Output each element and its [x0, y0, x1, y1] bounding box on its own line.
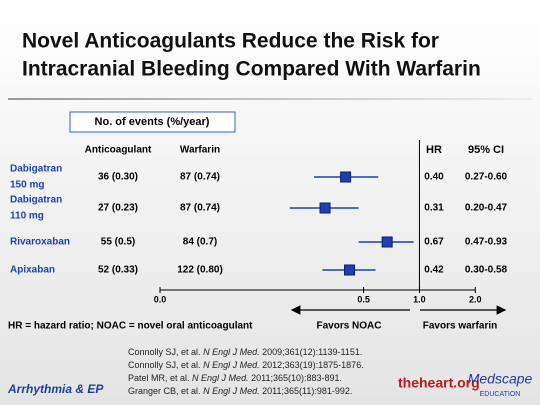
warfarin-events: 84 (0.7): [183, 237, 217, 248]
x-tick-label: 0.5: [357, 294, 370, 304]
favors-right: Favors warfarin: [423, 321, 497, 332]
hr-label: 0.67: [424, 237, 444, 248]
title-line: Novel Anticoagulants Reduce the Risk for: [22, 30, 439, 53]
reference: Connolly SJ, et al. N Engl J Med. 2009;3…: [128, 347, 362, 357]
column-header: 95% CI: [468, 144, 504, 156]
hr-label: 0.40: [424, 172, 444, 183]
x-tick-label: 2.0: [469, 294, 482, 304]
warfarin-events: 87 (0.74): [180, 203, 220, 214]
x-tick-label: 0.0: [154, 294, 167, 304]
reference-journal: N Engl J Med.: [192, 373, 249, 383]
anticoagulant-events: 52 (0.33): [98, 265, 138, 276]
row-label: 110 mg: [10, 211, 44, 222]
hr-marker: [381, 236, 393, 248]
column-header: Warfarin: [180, 145, 220, 156]
reference-details: 2011;365(10):883-891.: [251, 373, 342, 383]
reference: Patel MR, et al. N Engl J Med. 2011;365(…: [128, 373, 342, 383]
reference-authors: Granger CB, et al.: [128, 386, 201, 396]
reference-journal: N Engl J Med.: [203, 386, 260, 396]
ci-label: 0.20-0.47: [465, 203, 508, 214]
reference-details: 2011;365(11):981-992.: [262, 386, 352, 396]
hr-marker: [344, 264, 356, 276]
logo-medscape: Medscape: [468, 371, 533, 387]
reference-authors: Patel MR, et al.: [128, 373, 190, 383]
anticoagulant-events: 36 (0.30): [98, 172, 138, 183]
events-header: No. of events (%/year): [95, 116, 210, 128]
hr-marker: [340, 171, 352, 183]
hr-label: 0.31: [424, 203, 444, 214]
reference-authors: Connolly SJ, et al.: [128, 360, 201, 370]
row-label: Rivaroxaban: [10, 237, 70, 248]
row-label: 150 mg: [10, 180, 44, 191]
logo-left: Arrhythmia & EP: [7, 382, 104, 396]
anticoagulant-events: 27 (0.23): [98, 203, 138, 214]
events-header-box: [69, 111, 236, 133]
reference: Connolly SJ, et al. N Engl J Med. 2012;3…: [128, 360, 364, 370]
logo-heart: theheart.org: [398, 375, 480, 391]
reference: Granger CB, et al. N Engl J Med. 2011;36…: [128, 386, 352, 396]
x-tick-label: 1.0: [413, 294, 426, 304]
logo-medscape-sub: EDUCATION: [480, 391, 521, 398]
reference-journal: N Engl J Med.: [203, 347, 260, 357]
title-rule: [8, 98, 532, 100]
row-label: Dabigatran: [10, 164, 62, 175]
column-header: HR: [426, 144, 442, 156]
favors-left: Favors NOAC: [316, 321, 381, 332]
title-line: Intracranial Bleeding Compared With Warf…: [22, 58, 481, 81]
hr-marker: [319, 202, 331, 214]
hr-label: 0.42: [424, 265, 444, 276]
warfarin-events: 122 (0.80): [177, 265, 223, 276]
ci-label: 0.47-0.93: [465, 237, 508, 248]
reference-authors: Connolly SJ, et al.: [128, 347, 201, 357]
row-label: Dabigatran: [10, 195, 62, 206]
row-label: Apixaban: [10, 265, 55, 276]
footnote: HR = hazard ratio; NOAC = novel oral ant…: [8, 321, 253, 332]
references: Connolly SJ, et al. N Engl J Med. 2009;3…: [128, 347, 364, 396]
ci-label: 0.30-0.58: [465, 265, 508, 276]
column-header: Anticoagulant: [85, 145, 152, 156]
reference-details: 2009;361(12):1139-1151.: [262, 347, 362, 357]
ci-label: 0.27-0.60: [465, 172, 508, 183]
anticoagulant-events: 55 (0.5): [101, 237, 135, 248]
reference-details: 2012;363(19):1875-1876.: [262, 360, 364, 370]
warfarin-events: 87 (0.74): [180, 172, 220, 183]
reference-journal: N Engl J Med.: [203, 360, 260, 370]
